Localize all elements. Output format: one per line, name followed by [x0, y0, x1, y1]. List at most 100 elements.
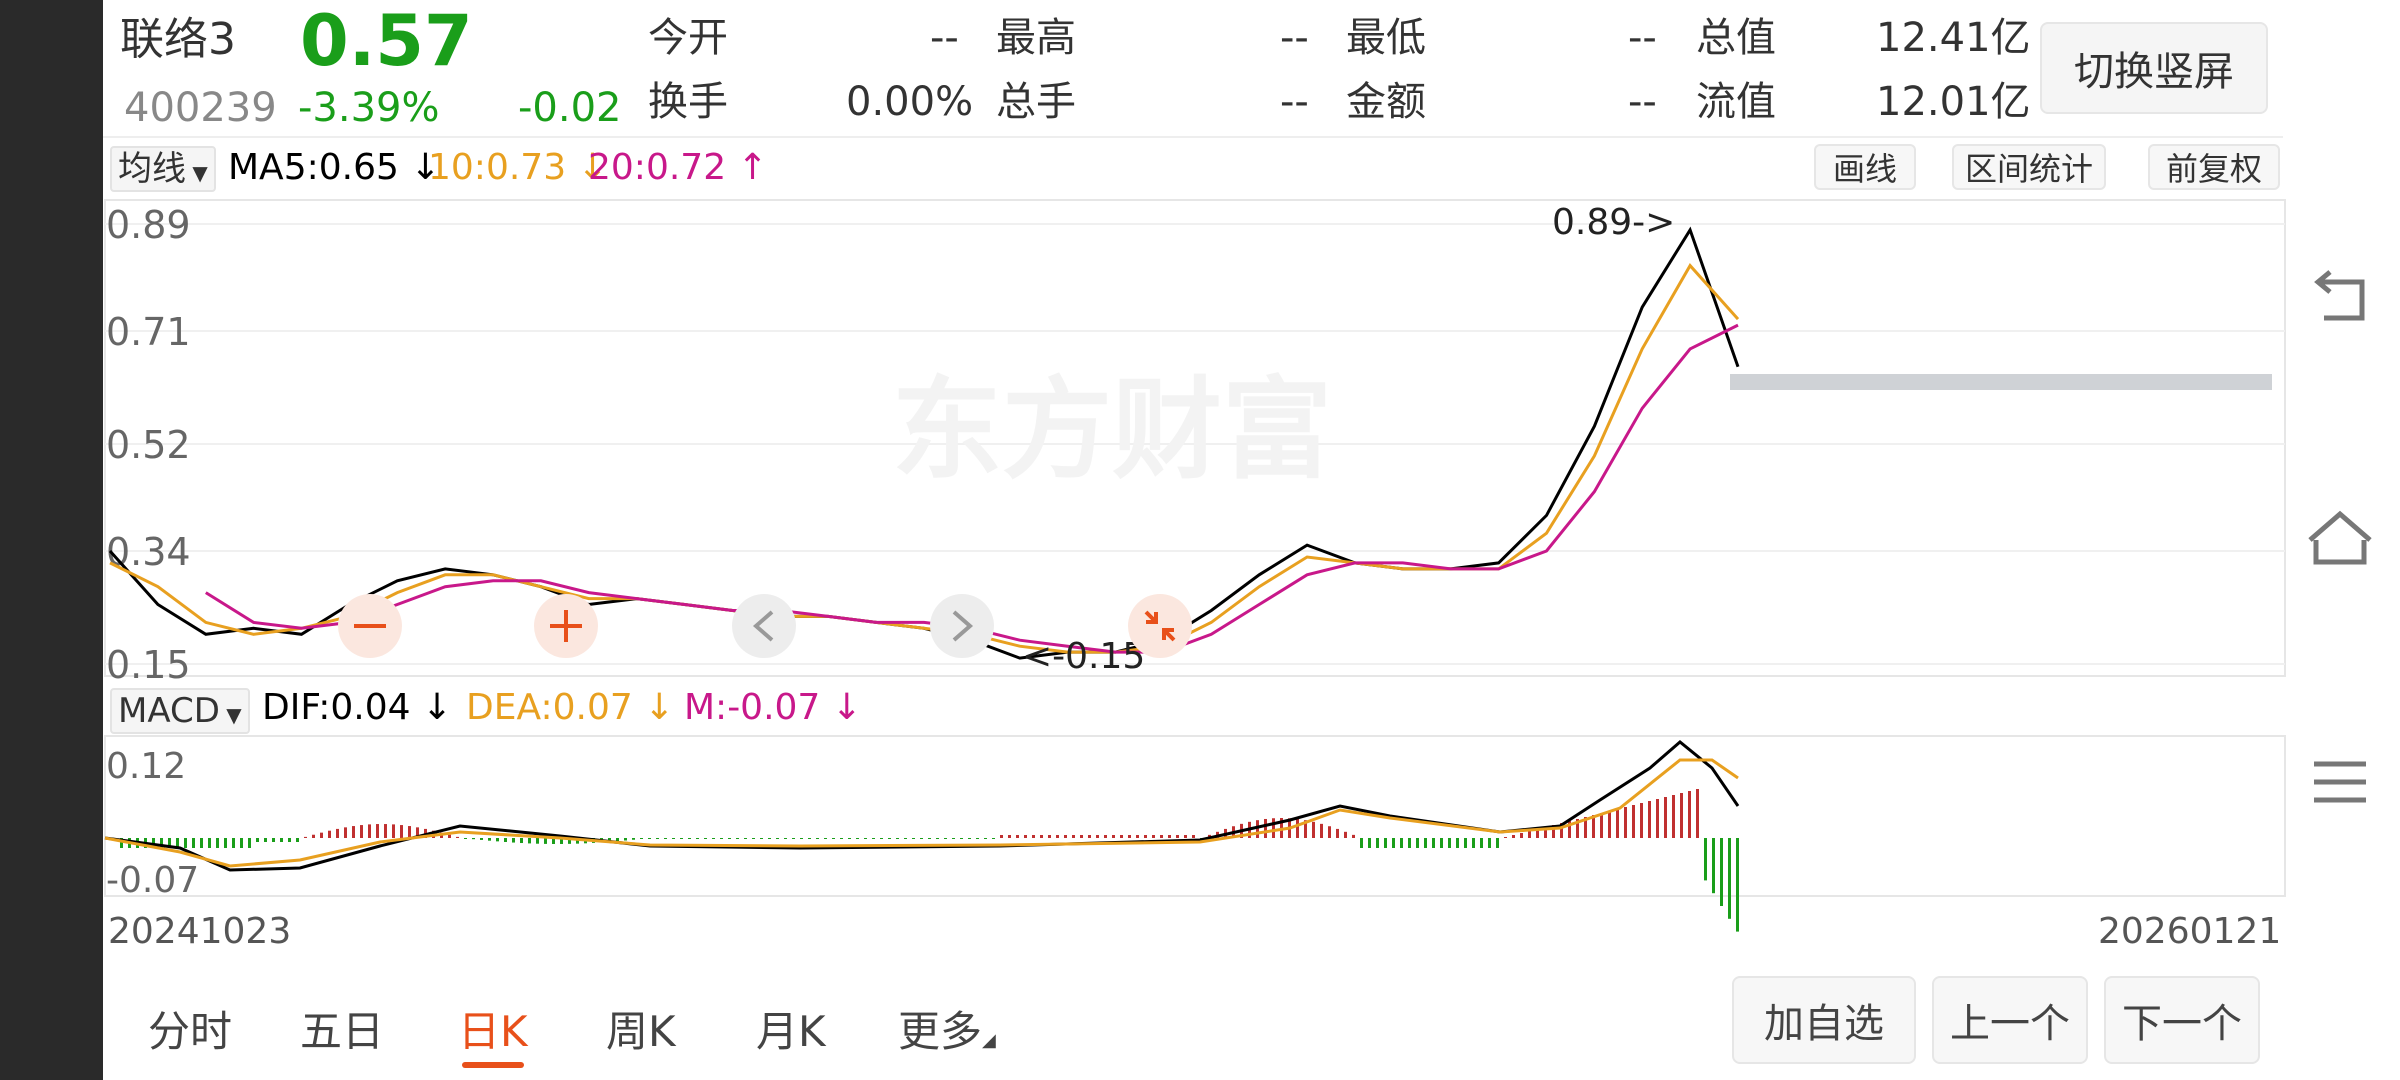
- macd-histogram-bar: [960, 838, 963, 839]
- macd-histogram-bar: [616, 838, 619, 842]
- active-tab-indicator: [462, 1062, 524, 1068]
- macd-histogram-bar: [256, 838, 259, 842]
- macd-histogram-bar: [672, 838, 675, 839]
- macd-histogram-bar: [1440, 838, 1443, 848]
- macd-histogram-bar: [856, 838, 859, 839]
- float-value-label: 流值: [1696, 79, 1776, 125]
- macd-histogram-bar: [1040, 835, 1043, 838]
- macd-histogram-bar: [264, 838, 267, 842]
- macd-histogram-bar: [496, 838, 499, 842]
- collapse-arrows: [1144, 610, 1176, 642]
- total-value-label: 总值: [1696, 15, 1776, 61]
- macd-histogram-bar: [528, 838, 531, 844]
- macd-histogram-bar: [888, 838, 891, 839]
- turnover-value: 0.00%: [846, 79, 974, 125]
- macd-histogram-bar: [936, 838, 939, 839]
- add-watchlist-button[interactable]: 加自选: [1732, 976, 1916, 1064]
- macd-histogram-bar: [1152, 835, 1155, 838]
- scroll-right-chevron: [952, 610, 974, 642]
- macd-histogram-bar: [752, 838, 755, 839]
- current-price-bar: [1730, 374, 2272, 390]
- macd-histogram-bar: [184, 838, 187, 848]
- y-axis-label: 0.52: [106, 423, 191, 467]
- macd-histogram-bar: [976, 838, 979, 839]
- ma20-value: 20:0.72 ↑: [588, 147, 768, 188]
- macd-histogram-bar: [736, 838, 739, 839]
- macd-histogram-bar: [1088, 835, 1091, 838]
- high-value: --: [1280, 15, 1309, 61]
- macd-histogram-bar: [1696, 789, 1699, 838]
- macd-histogram-bar: [1552, 825, 1555, 838]
- collapse-icon[interactable]: [1128, 594, 1192, 658]
- macd-histogram-bar: [1592, 815, 1595, 838]
- macd-histogram-bar: [488, 838, 491, 841]
- macd-histogram-bar: [768, 838, 771, 839]
- macd-histogram-bar: [1480, 838, 1483, 848]
- range-stats-button[interactable]: 区间统计: [1952, 144, 2106, 190]
- price-adjust-button[interactable]: 前复权: [2148, 144, 2280, 190]
- macd-histogram-bar: [1720, 838, 1723, 906]
- switch-portrait-button[interactable]: 切换竖屏: [2040, 22, 2268, 114]
- macd-histogram-bar: [1176, 835, 1179, 838]
- macd-histogram-bar: [728, 838, 731, 839]
- macd-histogram-bar: [1168, 835, 1171, 838]
- amount-label: 金额: [1346, 79, 1426, 125]
- macd-histogram-bar: [1472, 838, 1475, 848]
- scroll-left-icon[interactable]: [732, 594, 796, 658]
- macd-histogram-bar: [1400, 838, 1403, 848]
- indicator-selector[interactable]: 均线 ▼: [110, 146, 216, 192]
- menu-icon[interactable]: [2300, 742, 2380, 822]
- tab-more[interactable]: 更多◢: [898, 998, 996, 1059]
- tab-more-label: 更多: [898, 1007, 983, 1056]
- macd-histogram-bar: [272, 838, 275, 842]
- macd-histogram-bar: [368, 824, 371, 838]
- macd-histogram-bar: [928, 838, 931, 839]
- macd-histogram-bar: [1056, 835, 1059, 838]
- macd-histogram-bar: [1392, 838, 1395, 848]
- macd-histogram-bar: [560, 838, 563, 844]
- macd-histogram-bar: [1000, 835, 1003, 838]
- macd-histogram-bar: [1336, 828, 1339, 838]
- macd-histogram-bar: [280, 838, 283, 842]
- macd-histogram-bar: [1600, 813, 1603, 838]
- home-icon[interactable]: [2300, 500, 2380, 580]
- macd-histogram-bar: [912, 838, 915, 839]
- macd-histogram-bar: [744, 838, 747, 839]
- macd-histogram-bar: [1384, 838, 1387, 848]
- dif-value: DIF:0.04 ↓: [262, 687, 453, 728]
- macd-histogram-bar: [1624, 807, 1627, 838]
- macd-histogram-bar: [784, 838, 787, 839]
- macd-histogram-bar: [1080, 835, 1083, 838]
- macd-histogram-bar: [1192, 835, 1195, 838]
- low-label: 最低: [1346, 15, 1426, 61]
- macd-histogram-bar: [328, 830, 331, 838]
- macd-histogram-bar: [208, 838, 211, 848]
- macd-histogram-bar: [904, 838, 907, 839]
- macd-histogram-bar: [712, 838, 715, 839]
- ma10-value: 10:0.73 ↓: [428, 147, 608, 188]
- macd-histogram-bar: [1256, 820, 1259, 838]
- tab-monthly-k[interactable]: 月K: [756, 1007, 826, 1056]
- macd-histogram-bar: [944, 838, 947, 839]
- tab-daily-k[interactable]: 日K: [458, 1007, 528, 1056]
- back-icon[interactable]: [2300, 262, 2380, 342]
- macd-histogram-bar: [1112, 835, 1115, 838]
- tab-weekly-k[interactable]: 周K: [606, 1007, 676, 1056]
- stock-code: 400239: [124, 85, 277, 131]
- macd-histogram-bar: [1320, 823, 1323, 838]
- tab-intraday[interactable]: 分时: [148, 1007, 233, 1056]
- macd-histogram-bar: [344, 827, 347, 838]
- macd-histogram-bar: [512, 838, 515, 843]
- draw-line-button[interactable]: 画线: [1814, 144, 1916, 190]
- date-end: 20260121: [2098, 911, 2282, 952]
- scroll-right-icon[interactable]: [930, 594, 994, 658]
- macd-selector[interactable]: MACD ▼: [110, 688, 250, 734]
- macd-histogram-bar: [192, 838, 195, 848]
- change-absolute: -0.02: [518, 85, 622, 131]
- next-stock-button[interactable]: 下一个: [2104, 976, 2260, 1064]
- tab-five-day[interactable]: 五日: [300, 1007, 385, 1056]
- macd-histogram-bar: [1368, 838, 1371, 848]
- macd-histogram-bar: [1352, 834, 1355, 838]
- previous-stock-button[interactable]: 上一个: [1932, 976, 2088, 1064]
